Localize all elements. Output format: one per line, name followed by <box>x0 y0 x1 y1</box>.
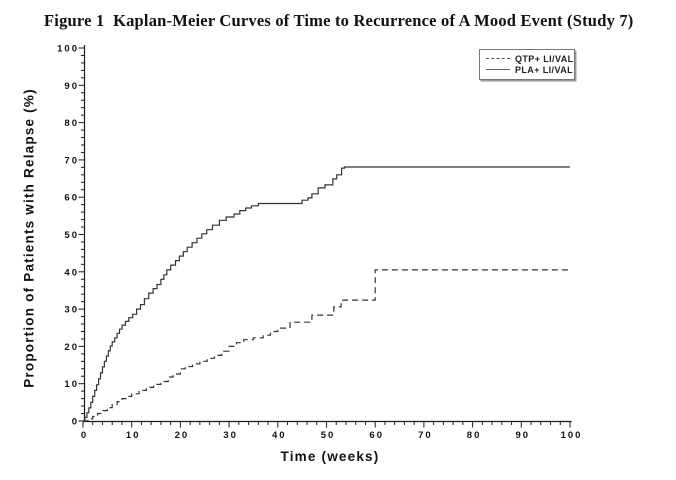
x-tick-label: 100 <box>561 430 583 441</box>
y-tick-label: 60 <box>64 193 79 204</box>
x-tick-label: 20 <box>175 430 190 441</box>
solid-line-sample <box>486 69 510 70</box>
x-axis-label: Time (weeks) <box>280 449 380 464</box>
y-tick-label: 30 <box>64 305 79 316</box>
y-tick-label: 10 <box>64 379 79 390</box>
y-tick-label: 50 <box>64 230 79 241</box>
x-tick-label: 30 <box>223 430 238 441</box>
y-tick-label: 70 <box>64 155 79 166</box>
y-tick-label: 0 <box>72 417 79 428</box>
x-tick-label: 70 <box>418 430 433 441</box>
dashed-line-sample <box>486 58 510 59</box>
legend-box: QTP+ LI/VAL PLA+ LI/VAL <box>479 49 575 80</box>
y-tick-label: 80 <box>64 118 79 129</box>
x-tick-label: 90 <box>516 430 531 441</box>
x-tick-label: 40 <box>272 430 287 441</box>
legend-label-pla: PLA+ LI/VAL <box>515 64 573 75</box>
y-tick-label: 40 <box>64 267 79 278</box>
y-tick-label: 90 <box>64 81 79 92</box>
y-tick-label: 100 <box>57 44 79 55</box>
x-tick-label: 80 <box>467 430 482 441</box>
y-tick-label: 20 <box>64 342 79 353</box>
x-tick-label: 60 <box>369 430 384 441</box>
x-tick-label: 50 <box>321 430 336 441</box>
legend-item-qtp: QTP+ LI/VAL <box>486 53 573 64</box>
curve-pla-solid <box>83 166 570 422</box>
figure-title: Figure 1 Kaplan-Meier Curves of Time to … <box>44 11 634 30</box>
x-tick-label: 0 <box>81 430 88 441</box>
curve-qtp-dashed <box>83 269 570 422</box>
legend-label-qtp: QTP+ LI/VAL <box>515 53 574 64</box>
x-tick-label: 10 <box>126 430 141 441</box>
legend-item-pla: PLA+ LI/VAL <box>486 64 573 75</box>
